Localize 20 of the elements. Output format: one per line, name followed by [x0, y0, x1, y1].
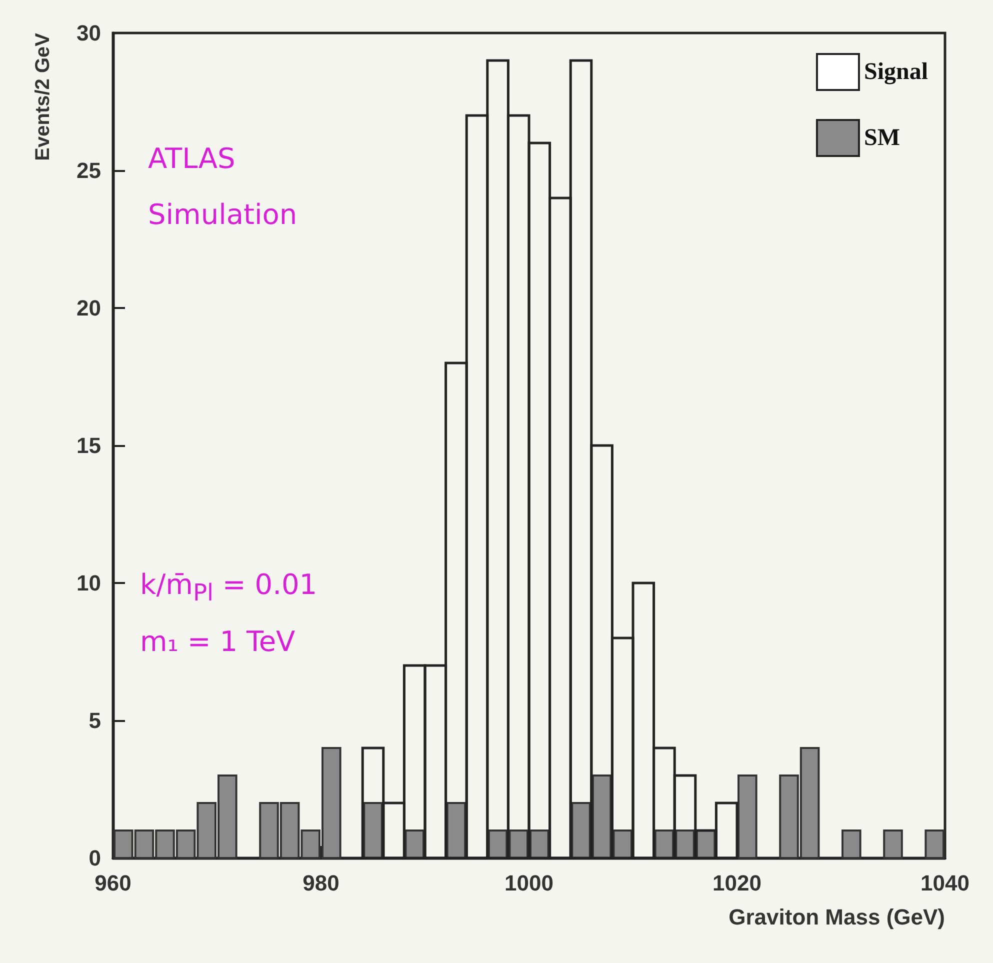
annotation: m₁ = 1 TeV [140, 625, 296, 658]
annotation: k/m̄$_{Pl}$ = 0.01 [140, 568, 318, 607]
x-tick-label: 960 [94, 870, 132, 896]
x-tick-label: 980 [302, 870, 340, 896]
y-tick-label: 15 [76, 433, 101, 458]
x-tick-label: 1040 [920, 870, 970, 896]
y-tick-label: 10 [76, 570, 101, 596]
y-tick-label: 30 [76, 20, 101, 46]
x-tick-label: 1000 [504, 870, 554, 896]
legend-label: Signal [864, 59, 928, 85]
x-axis-title: Graviton Mass (GeV) [728, 904, 945, 930]
annotation: Simulation [148, 198, 298, 231]
y-tick-label: 25 [76, 158, 101, 183]
legend-label: SM [864, 125, 900, 151]
y-tick-label: 20 [76, 296, 101, 320]
y-tick-label: 5 [88, 708, 101, 733]
x-tick-label: 1020 [712, 870, 762, 896]
y-tick-label: 0 [88, 846, 101, 870]
annotation: ATLAS [148, 142, 236, 175]
y-axis-title: Events/2 GeV [32, 32, 54, 161]
